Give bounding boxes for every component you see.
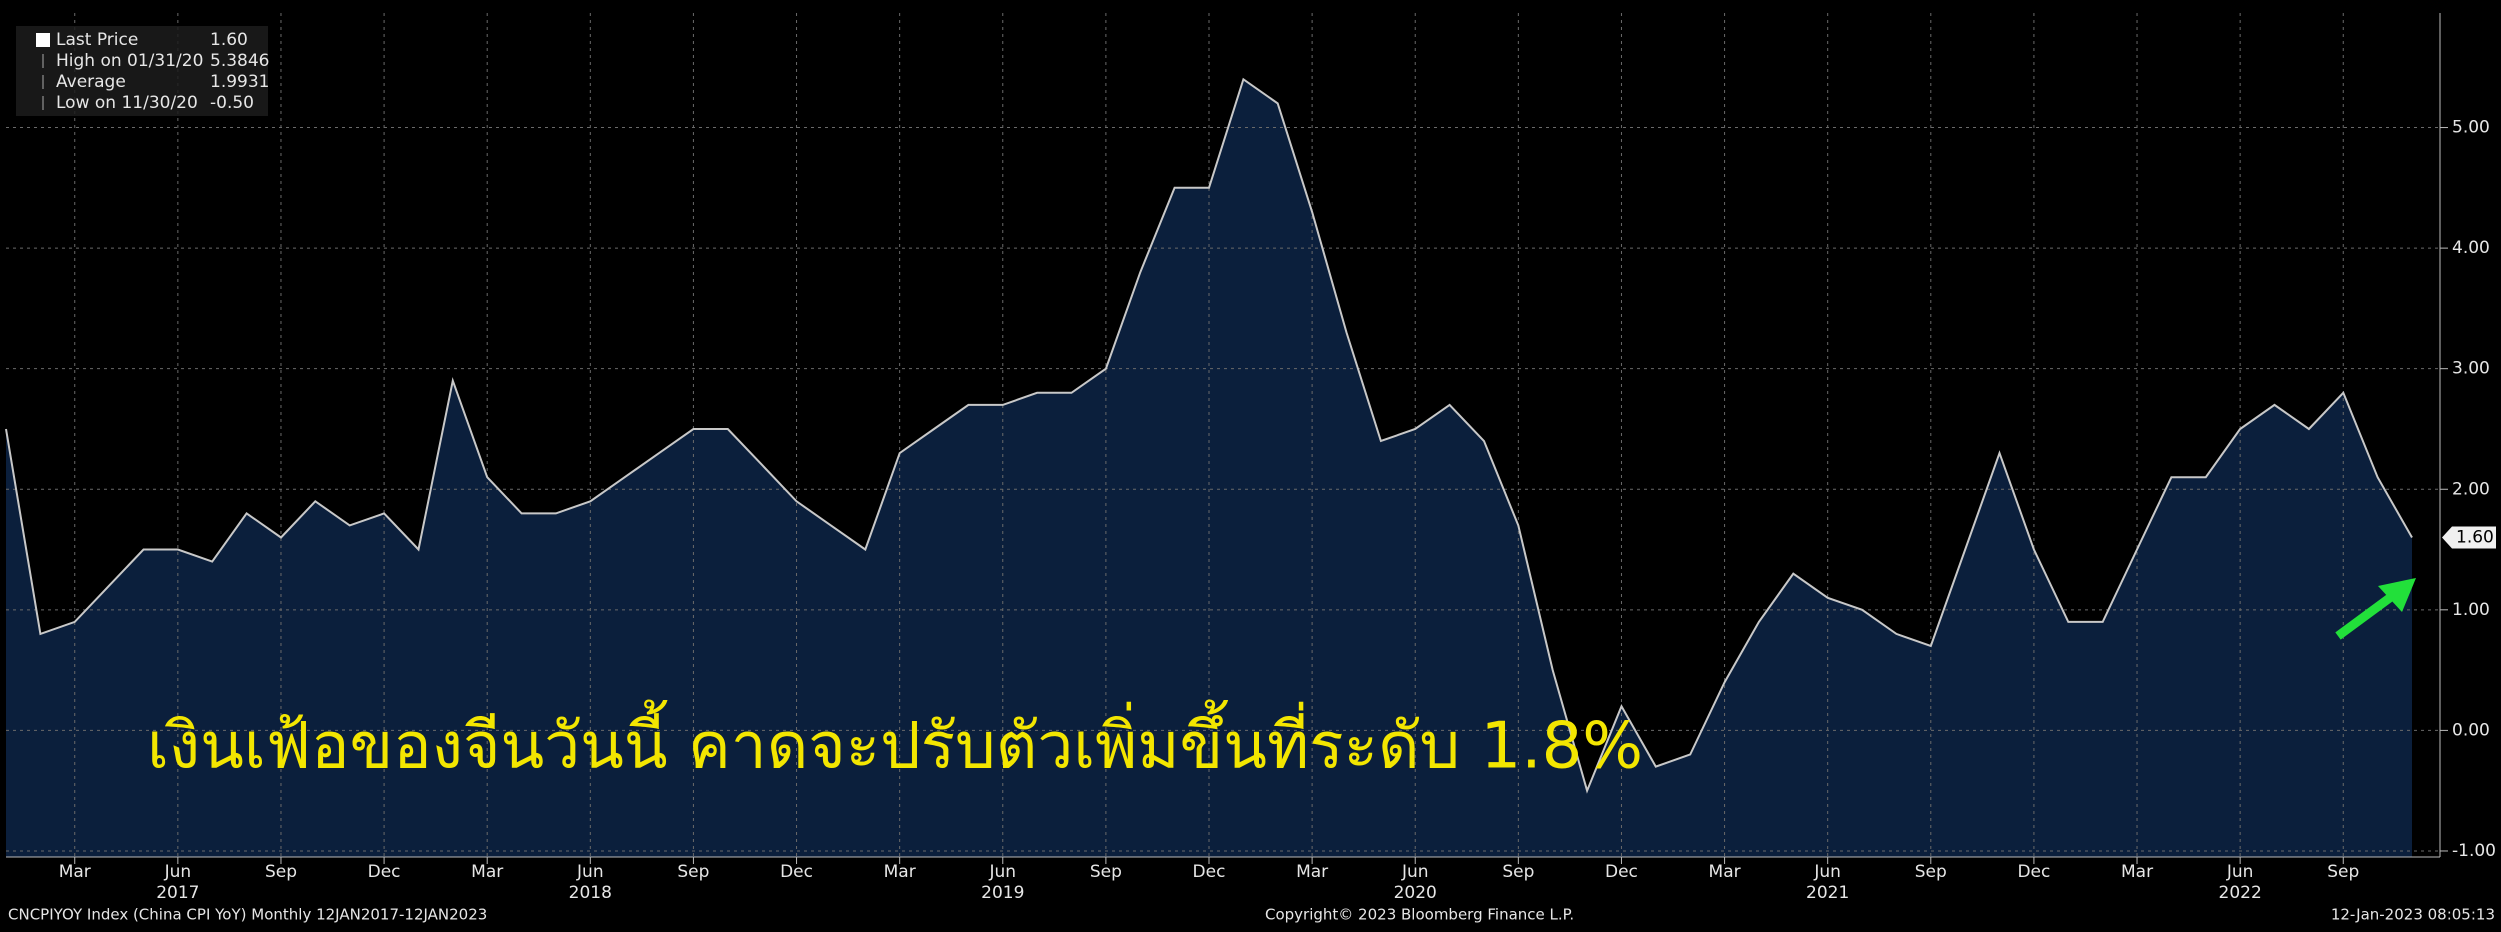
x-tick-label: Dec [1605,862,1638,882]
x-tick-label: Jun [164,862,192,882]
year-label: 2022 [2219,883,2262,903]
x-tick-label: Mar [471,862,503,882]
year-label: 2017 [156,883,199,903]
x-tick-label: Jun [988,862,1016,882]
footer-center: Copyright© 2023 Bloomberg Finance L.P. [1265,906,1574,924]
x-tick-label: Mar [1709,862,1741,882]
x-tick-label: Sep [265,862,297,882]
x-tick-label: Sep [1502,862,1534,882]
plot [5,13,2448,864]
legend-value: -0.50 [210,93,254,113]
x-tick-label: Mar [884,862,916,882]
legend-value: 1.60 [210,30,248,50]
legend-swatch [36,33,50,47]
x-tick-label: Mar [59,862,91,882]
legend-label: Average [56,72,126,92]
y-tick-label: 2.00 [2452,479,2490,499]
x-tick-label: Mar [2121,862,2153,882]
x-tick-label: Jun [2226,862,2254,882]
x-tick-label: Mar [1296,862,1328,882]
y-tick-label: 1.00 [2452,600,2490,620]
x-tick-label: Jun [1813,862,1841,882]
legend-value: 1.9931 [210,72,269,92]
x-tick-label: Sep [1090,862,1122,882]
x-tick-label: Dec [368,862,401,882]
y-tick-label: 3.00 [2452,359,2490,379]
x-tick-label: Jun [576,862,604,882]
arrow [2335,578,2416,640]
footer-right: 12-Jan-2023 08:05:13 [2331,906,2495,924]
x-tick-label: Sep [2327,862,2359,882]
legend-label: Low on 11/30/20 [56,93,198,113]
annotation: เงินเฟ้อของจีนวันนี้ คาดจะปรับตัวเพิ่มขึ… [147,700,1643,784]
line [5,77,2413,794]
year-label: 2019 [981,883,1024,903]
legend-label: High on 01/31/20 [56,51,203,71]
x-tick-label: Dec [2017,862,2050,882]
last-price-label: 1.60 [2456,527,2494,547]
x-tick-label: Dec [780,862,813,882]
year-label: 2020 [1394,883,1437,903]
x-tick-label: Sep [677,862,709,882]
y-tick-label: 4.00 [2452,238,2490,258]
x-tick-label: Dec [1193,862,1226,882]
year-label: 2021 [1806,883,1849,903]
y-tick-label: -1.00 [2452,841,2496,861]
y-tick-label: 0.00 [2452,720,2490,740]
year-label: 2018 [569,883,612,903]
footer-left: CNCPIYOY Index (China CPI YoY) Monthly 1… [8,906,487,924]
x-tick-label: Jun [1401,862,1429,882]
legend-box [16,26,268,116]
legend-label: Last Price [56,30,138,50]
y-tick-label: 5.00 [2452,118,2490,138]
legend-value: 5.3846 [210,51,269,71]
x-tick-label: Sep [1915,862,1947,882]
arrow-shaft [2335,590,2398,640]
arrow-head [2378,578,2416,612]
last-price-tag [2442,526,2496,549]
